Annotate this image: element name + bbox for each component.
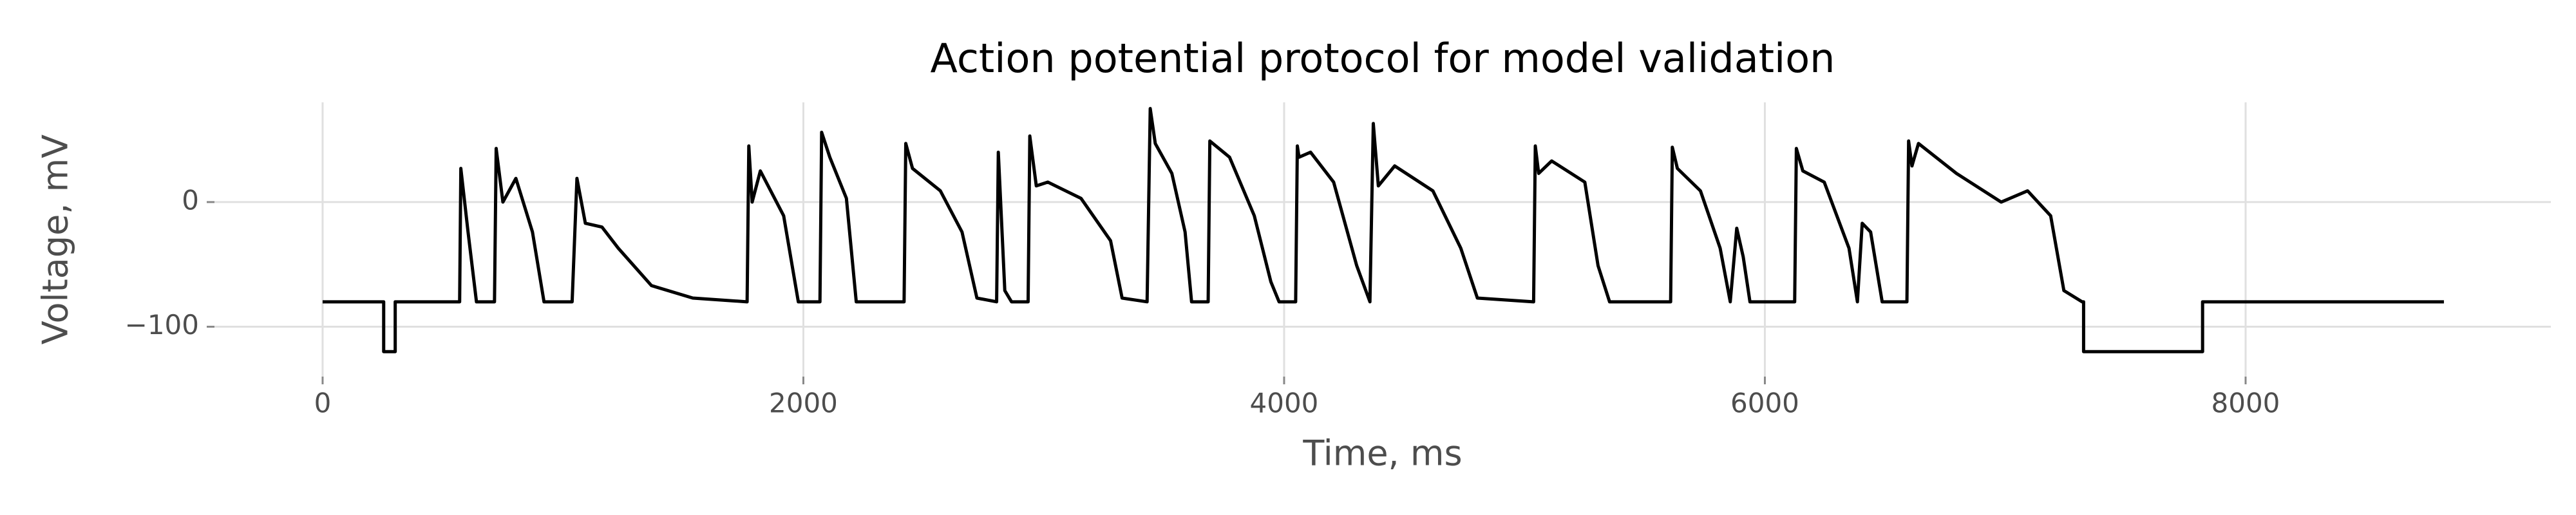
x-tick-label: 8000 — [2211, 388, 2280, 419]
voltage-trace — [322, 107, 2444, 353]
y-tick-label: −100 — [125, 309, 199, 341]
x-tick-label: 4000 — [1250, 388, 1319, 419]
x-tick-label: 2000 — [769, 388, 838, 419]
x-tick-label: 6000 — [1730, 388, 1799, 419]
y-tick-label: 0 — [182, 184, 199, 216]
x-tick-label: 0 — [314, 388, 332, 419]
y-axis-label: Voltage, mV — [35, 135, 76, 344]
x-axis-label: Time, ms — [1302, 433, 1462, 474]
chart-title: Action potential protocol for model vali… — [931, 35, 1835, 82]
